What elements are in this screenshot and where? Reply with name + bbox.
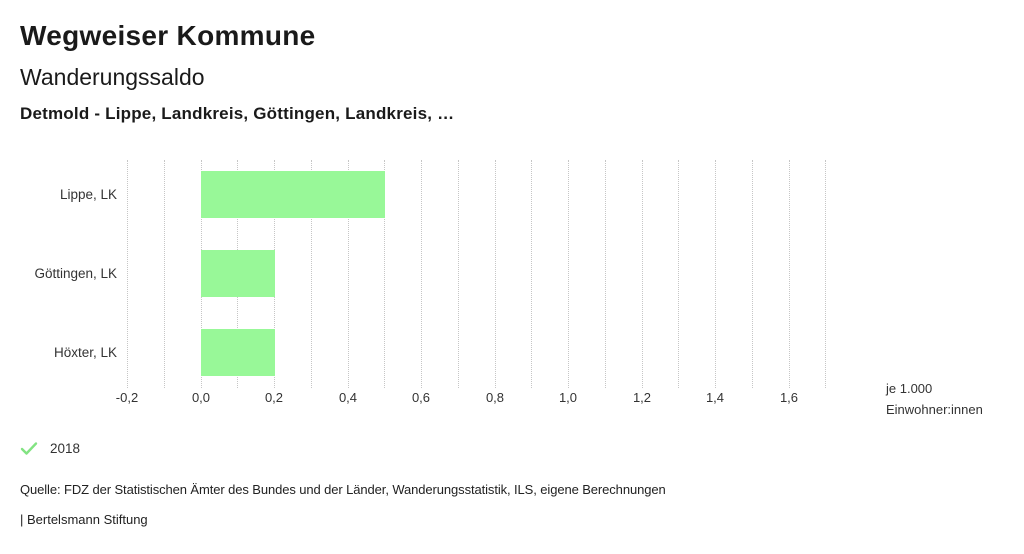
chart-plot-area (127, 160, 826, 388)
x-tick-label: 1,6 (779, 390, 799, 405)
x-tick-label: 0,0 (191, 390, 211, 405)
gridline (715, 160, 716, 388)
app-title: Wegweiser Kommune (20, 20, 316, 51)
x-tick-label: 1,2 (632, 390, 652, 405)
gridline (825, 160, 826, 388)
gridline (384, 160, 385, 388)
x-tick-label: 1,0 (558, 390, 578, 405)
chart-title: Wanderungssaldo (20, 64, 205, 90)
x-axis-unit-label: je 1.000 Einwohner:innen (886, 378, 983, 420)
x-tick-label: 0,8 (485, 390, 505, 405)
gridline (127, 160, 128, 388)
gridline (605, 160, 606, 388)
gridline (311, 160, 312, 388)
bar-g-ttingen-lk[interactable] (201, 250, 275, 297)
bar-lippe-lk[interactable] (201, 171, 385, 218)
gridline (348, 160, 349, 388)
x-tick-label: 1,4 (705, 390, 725, 405)
legend-item-2018[interactable]: 2018 (20, 441, 80, 456)
chart-selection-subtitle: Detmold - Lippe, Landkreis, Göttingen, L… (20, 104, 455, 123)
bar-h-xter-lk[interactable] (201, 329, 275, 376)
gridline (789, 160, 790, 388)
x-axis-unit-line1: je 1.000 (886, 381, 933, 396)
check-icon (20, 441, 38, 456)
x-tick-label: 0,6 (411, 390, 431, 405)
x-axis-unit-line2: Einwohner:innen (886, 402, 983, 417)
gridline (642, 160, 643, 388)
category-label-h-xter-lk: Höxter, LK (53, 345, 117, 360)
gridline (458, 160, 459, 388)
gridline (164, 160, 165, 388)
gridline (568, 160, 569, 388)
branding: | Bertelsmann Stiftung (20, 512, 148, 527)
x-tick-label: 0,2 (264, 390, 284, 405)
category-label-lippe-lk: Lippe, LK (59, 187, 117, 202)
x-tick-label: 0,4 (338, 390, 358, 405)
x-tick-label: -0,2 (115, 390, 139, 405)
gridline (495, 160, 496, 388)
gridline (752, 160, 753, 388)
category-label-g-ttingen-lk: Göttingen, LK (34, 266, 117, 281)
gridline (531, 160, 532, 388)
gridline (678, 160, 679, 388)
legend-item-label: 2018 (50, 441, 81, 456)
source-note: Quelle: FDZ der Statistischen Ämter des … (20, 482, 666, 497)
gridline (421, 160, 422, 388)
y-axis-category-labels: Lippe, LK Göttingen, LK Höxter, LK (0, 160, 117, 388)
